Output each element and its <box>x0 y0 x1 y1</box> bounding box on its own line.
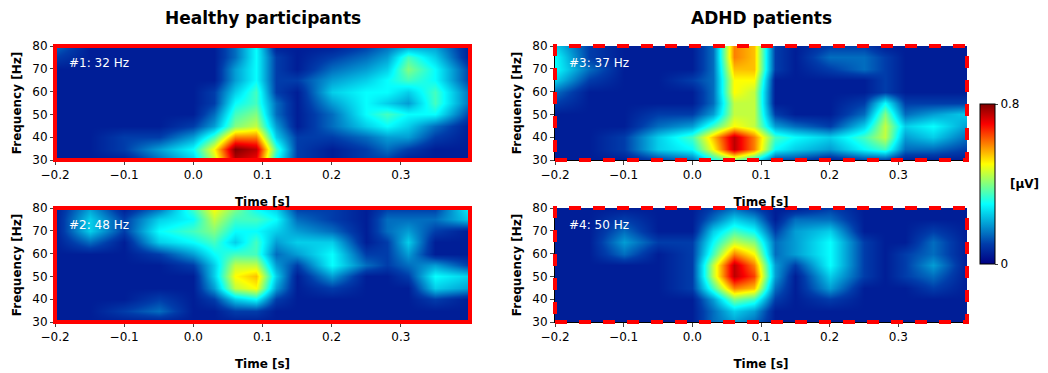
svg-text:#4: 50 Hz: #4: 50 Hz <box>569 218 629 232</box>
svg-text:80: 80 <box>32 201 47 215</box>
svg-text:Time [s]: Time [s] <box>235 195 290 209</box>
svg-text:0.2: 0.2 <box>820 330 839 344</box>
svg-text:0: 0 <box>1000 257 1008 271</box>
svg-text:#1: 32 Hz: #1: 32 Hz <box>69 56 129 70</box>
svg-text:#3: 37 Hz: #3: 37 Hz <box>569 56 629 70</box>
svg-text:0.0: 0.0 <box>683 330 702 344</box>
svg-text:−0.1: −0.1 <box>609 330 638 344</box>
svg-text:#2: 48 Hz: #2: 48 Hz <box>69 218 129 232</box>
svg-text:0.8: 0.8 <box>1000 97 1019 111</box>
svg-text:50: 50 <box>32 108 47 122</box>
svg-text:30: 30 <box>32 153 47 167</box>
svg-text:0.3: 0.3 <box>889 168 908 182</box>
svg-text:[μV]: [μV] <box>1010 177 1039 191</box>
svg-text:0.3: 0.3 <box>391 168 410 182</box>
svg-text:40: 40 <box>532 292 547 306</box>
svg-text:Frequency [Hz]: Frequency [Hz] <box>10 214 24 316</box>
svg-text:80: 80 <box>532 39 547 53</box>
svg-text:40: 40 <box>532 130 547 144</box>
svg-text:−0.2: −0.2 <box>540 330 569 344</box>
svg-text:70: 70 <box>32 224 47 238</box>
svg-text:0.0: 0.0 <box>184 330 203 344</box>
svg-text:0.1: 0.1 <box>253 330 272 344</box>
svg-text:−0.1: −0.1 <box>110 330 139 344</box>
svg-text:60: 60 <box>32 247 47 261</box>
svg-text:40: 40 <box>32 130 47 144</box>
svg-text:0.0: 0.0 <box>683 168 702 182</box>
svg-text:0.2: 0.2 <box>322 330 341 344</box>
svg-text:Healthy participants: Healthy participants <box>165 8 361 28</box>
svg-text:−0.2: −0.2 <box>40 168 69 182</box>
svg-text:70: 70 <box>32 62 47 76</box>
svg-text:0.1: 0.1 <box>751 168 770 182</box>
svg-text:50: 50 <box>532 108 547 122</box>
svg-text:0.3: 0.3 <box>889 330 908 344</box>
svg-text:50: 50 <box>32 270 47 284</box>
svg-text:Frequency [Hz]: Frequency [Hz] <box>510 52 524 154</box>
svg-text:0.3: 0.3 <box>391 330 410 344</box>
svg-text:Time [s]: Time [s] <box>235 357 290 371</box>
svg-text:−0.2: −0.2 <box>40 330 69 344</box>
svg-text:30: 30 <box>532 153 547 167</box>
svg-text:−0.1: −0.1 <box>609 168 638 182</box>
svg-text:Frequency [Hz]: Frequency [Hz] <box>10 52 24 154</box>
svg-text:0.0: 0.0 <box>184 168 203 182</box>
svg-text:−0.1: −0.1 <box>110 168 139 182</box>
svg-text:60: 60 <box>532 85 547 99</box>
svg-text:60: 60 <box>32 85 47 99</box>
svg-text:Frequency [Hz]: Frequency [Hz] <box>510 214 524 316</box>
svg-text:ADHD patients: ADHD patients <box>691 8 832 28</box>
svg-text:Time [s]: Time [s] <box>733 195 788 209</box>
svg-text:30: 30 <box>532 315 547 329</box>
svg-text:80: 80 <box>532 201 547 215</box>
svg-text:70: 70 <box>532 62 547 76</box>
svg-text:0.2: 0.2 <box>322 168 341 182</box>
svg-text:30: 30 <box>32 315 47 329</box>
svg-text:60: 60 <box>532 247 547 261</box>
svg-text:70: 70 <box>532 224 547 238</box>
svg-text:80: 80 <box>32 39 47 53</box>
svg-text:0.2: 0.2 <box>820 168 839 182</box>
svg-text:0.1: 0.1 <box>253 168 272 182</box>
svg-text:0.1: 0.1 <box>751 330 770 344</box>
svg-text:40: 40 <box>32 292 47 306</box>
svg-text:−0.2: −0.2 <box>540 168 569 182</box>
svg-text:50: 50 <box>532 270 547 284</box>
svg-text:Time [s]: Time [s] <box>733 357 788 371</box>
